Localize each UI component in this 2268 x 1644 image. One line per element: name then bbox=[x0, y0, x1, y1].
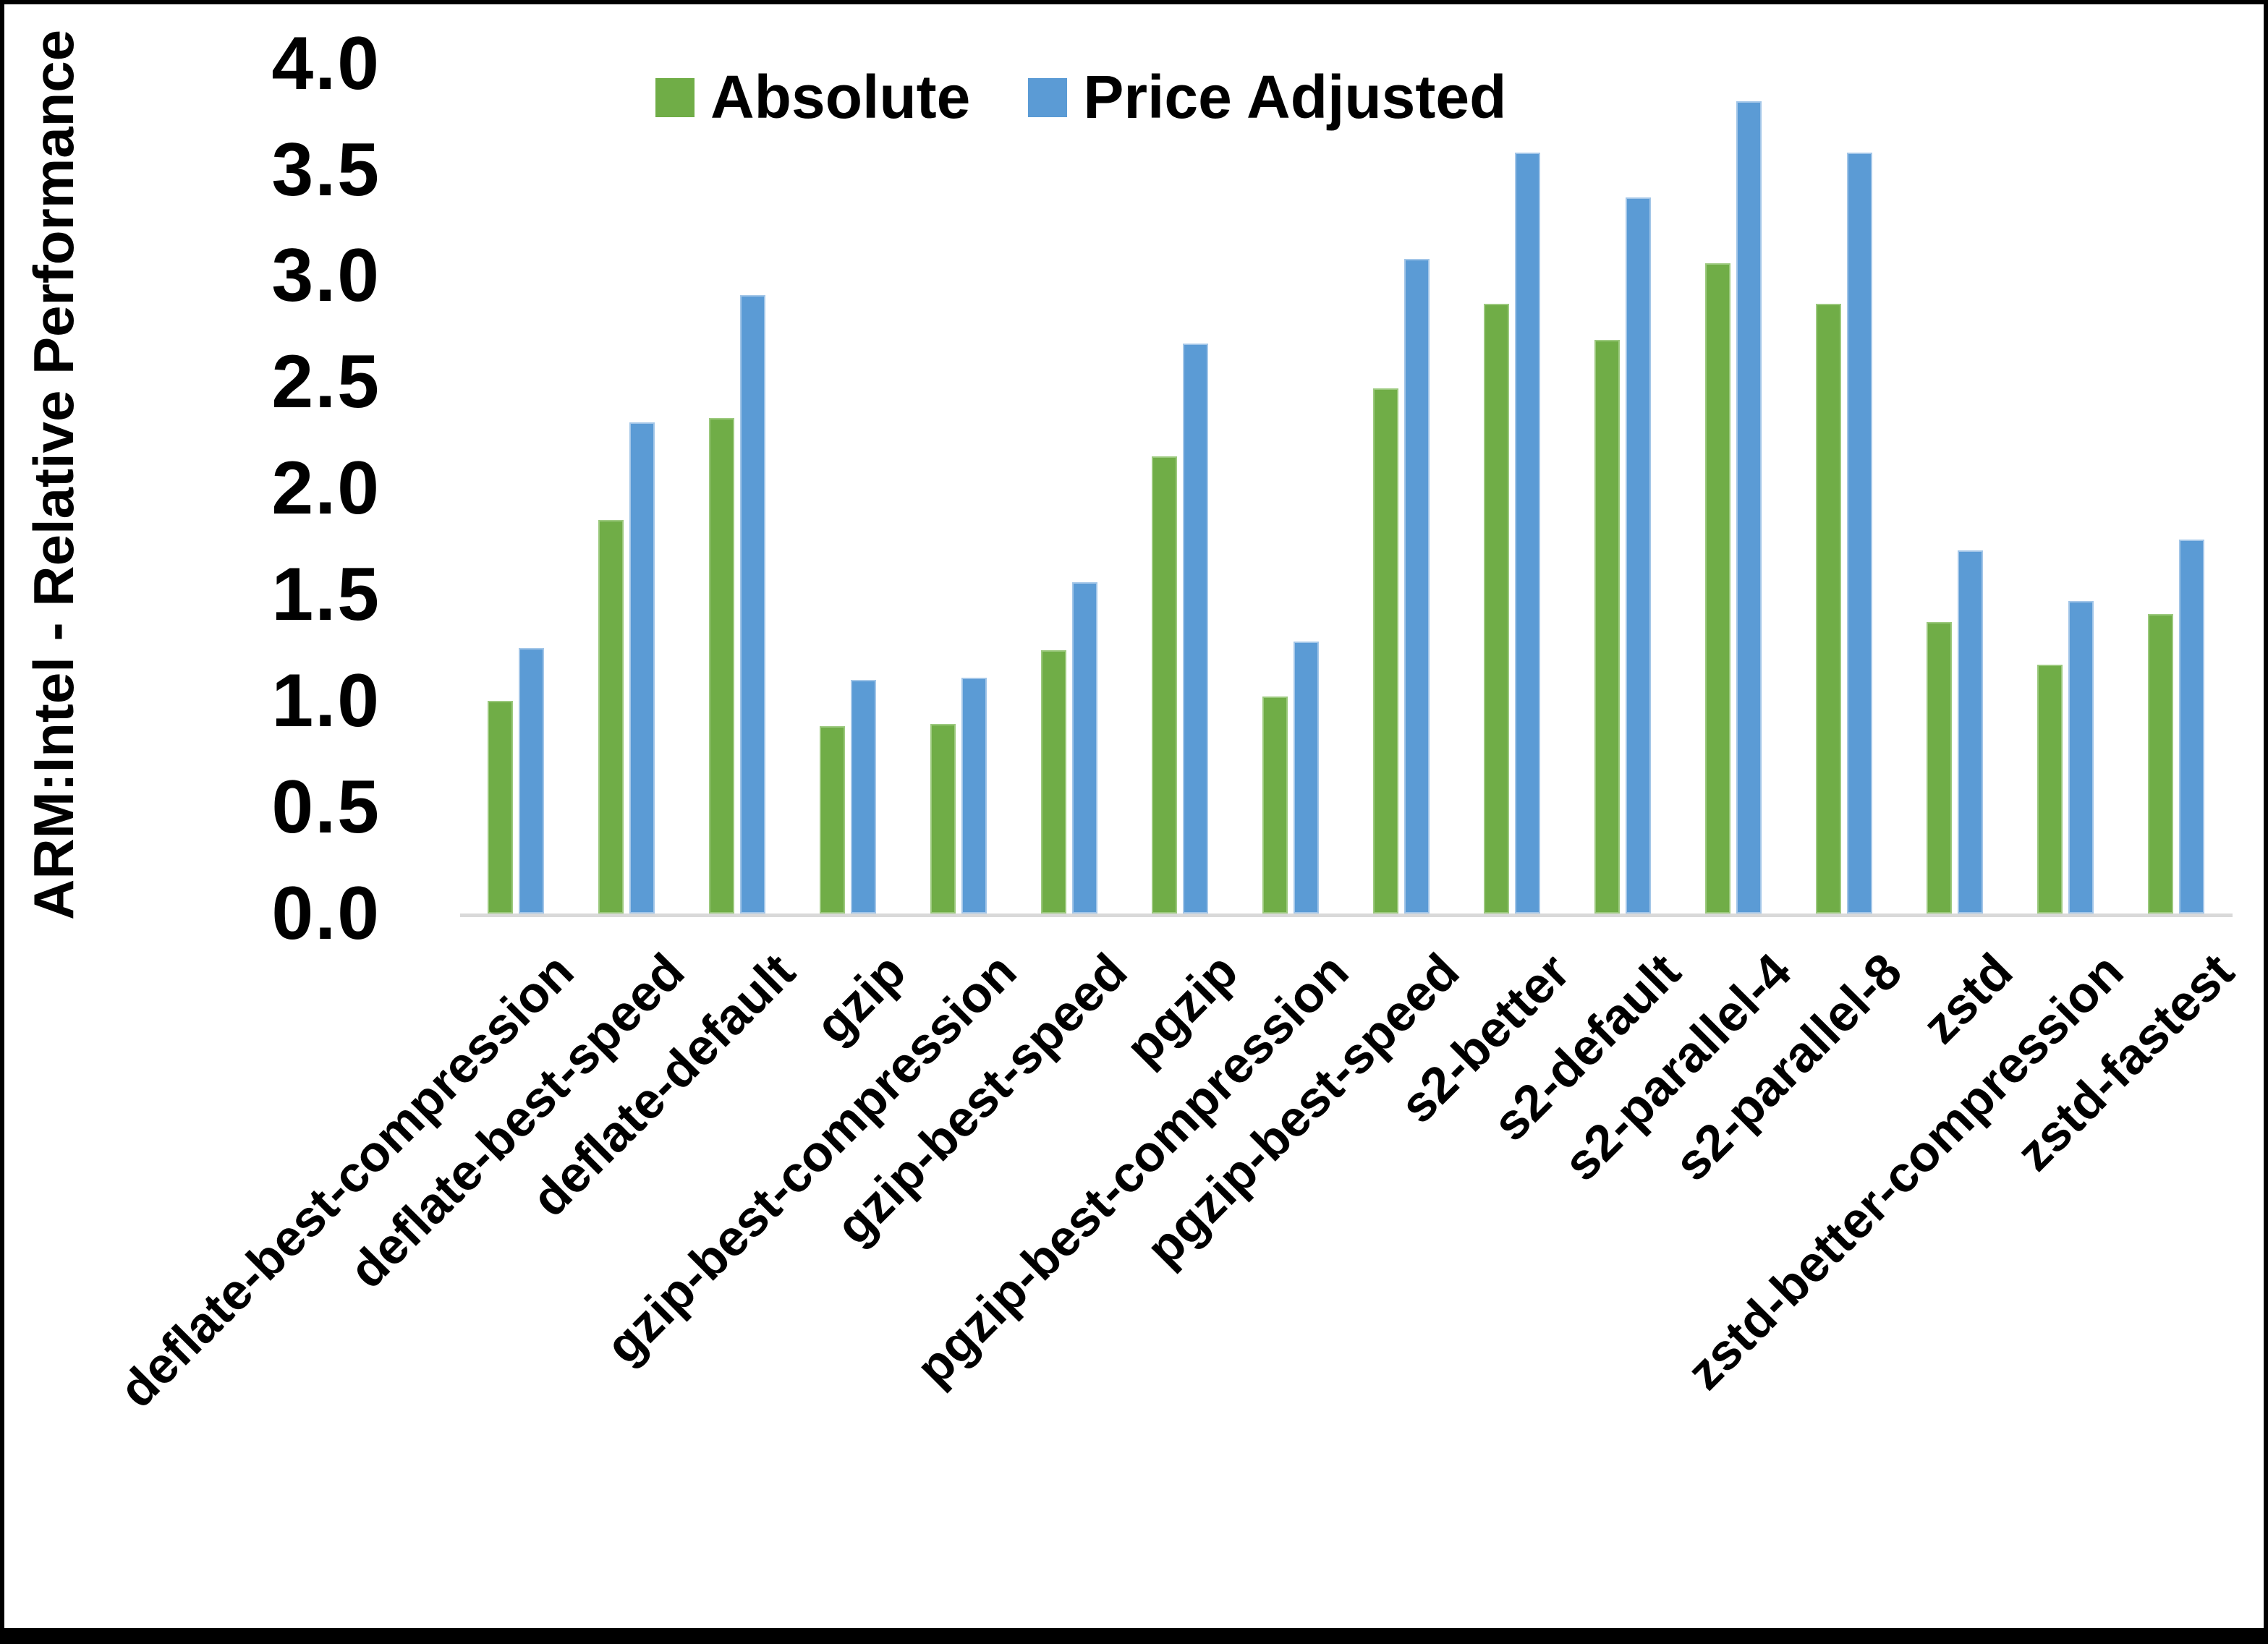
bar-absolute-s2-better bbox=[1484, 304, 1509, 913]
y-tick-label-1.5: 1.5 bbox=[271, 553, 381, 637]
y-tick-label-0.5: 0.5 bbox=[271, 765, 381, 850]
bar-absolute-s2-parallel-8 bbox=[1816, 304, 1841, 913]
y-tick-label-1.0: 1.0 bbox=[271, 659, 381, 744]
bar-price-adjusted-zstd-better-compression bbox=[2068, 601, 2094, 913]
bar-price-adjusted-s2-parallel-8 bbox=[1847, 153, 1872, 913]
bar-absolute-pgzip bbox=[1152, 456, 1177, 913]
y-tick-label-3.5: 3.5 bbox=[271, 127, 381, 212]
bar-price-adjusted-deflate-default bbox=[740, 295, 765, 913]
legend-swatch-absolute bbox=[655, 77, 695, 117]
bar-absolute-s2-parallel-4 bbox=[1705, 263, 1730, 913]
bar-price-adjusted-pgzip bbox=[1183, 344, 1208, 913]
bar-absolute-zstd-better-compression bbox=[2037, 665, 2063, 913]
y-tick-label-2.5: 2.5 bbox=[271, 340, 381, 425]
bar-price-adjusted-gzip bbox=[851, 680, 876, 913]
bar-absolute-deflate-default bbox=[709, 418, 734, 913]
bar-price-adjusted-deflate-best-compression bbox=[519, 648, 544, 913]
bar-price-adjusted-pgzip-best-compression bbox=[1294, 642, 1319, 913]
bar-absolute-gzip-best-compression bbox=[930, 724, 956, 913]
bar-absolute-deflate-best-speed bbox=[598, 520, 624, 913]
x-axis-line bbox=[460, 913, 2233, 917]
legend-label-absolute: Absolute bbox=[710, 63, 971, 131]
y-tick-label-0.0: 0.0 bbox=[271, 872, 381, 955]
bar-price-adjusted-gzip-best-compression bbox=[961, 678, 987, 913]
bar-absolute-zstd bbox=[1927, 622, 1952, 913]
legend-item-absolute: Absolute bbox=[655, 62, 970, 132]
y-axis-title: ARM:Intel - Relative Performance bbox=[21, 29, 85, 920]
bar-price-adjusted-zstd bbox=[1958, 550, 1983, 913]
bar-absolute-gzip bbox=[820, 726, 845, 913]
y-tick-label-3.0: 3.0 bbox=[271, 234, 381, 318]
legend: Absolute Price Adjusted bbox=[655, 62, 1506, 132]
bar-price-adjusted-deflate-best-speed bbox=[629, 422, 655, 913]
bar-absolute-gzip-best-speed bbox=[1041, 650, 1066, 913]
bar-price-adjusted-s2-default bbox=[1626, 197, 1651, 913]
legend-label-price-adjusted: Price Adjusted bbox=[1083, 63, 1507, 131]
bar-price-adjusted-pgzip-best-speed bbox=[1404, 259, 1430, 913]
legend-swatch-price-adjusted bbox=[1028, 77, 1068, 117]
bar-absolute-pgzip-best-speed bbox=[1373, 388, 1398, 913]
bar-absolute-zstd-fastest bbox=[2148, 614, 2173, 913]
bar-price-adjusted-zstd-fastest bbox=[2179, 540, 2204, 913]
bar-price-adjusted-gzip-best-speed bbox=[1072, 582, 1097, 913]
y-tick-label-2.0: 2.0 bbox=[271, 446, 381, 531]
y-tick-label-4.0: 4.0 bbox=[271, 21, 381, 106]
bar-absolute-deflate-best-compression bbox=[488, 701, 513, 913]
y-axis-title-container: ARM:Intel - Relative Performance bbox=[10, 30, 97, 920]
bar-absolute-s2-default bbox=[1594, 340, 1620, 913]
bar-price-adjusted-s2-better bbox=[1515, 153, 1540, 913]
bar-absolute-pgzip-best-compression bbox=[1262, 697, 1288, 913]
bar-price-adjusted-s2-parallel-4 bbox=[1736, 101, 1762, 913]
legend-item-price-adjusted: Price Adjusted bbox=[1028, 62, 1506, 132]
